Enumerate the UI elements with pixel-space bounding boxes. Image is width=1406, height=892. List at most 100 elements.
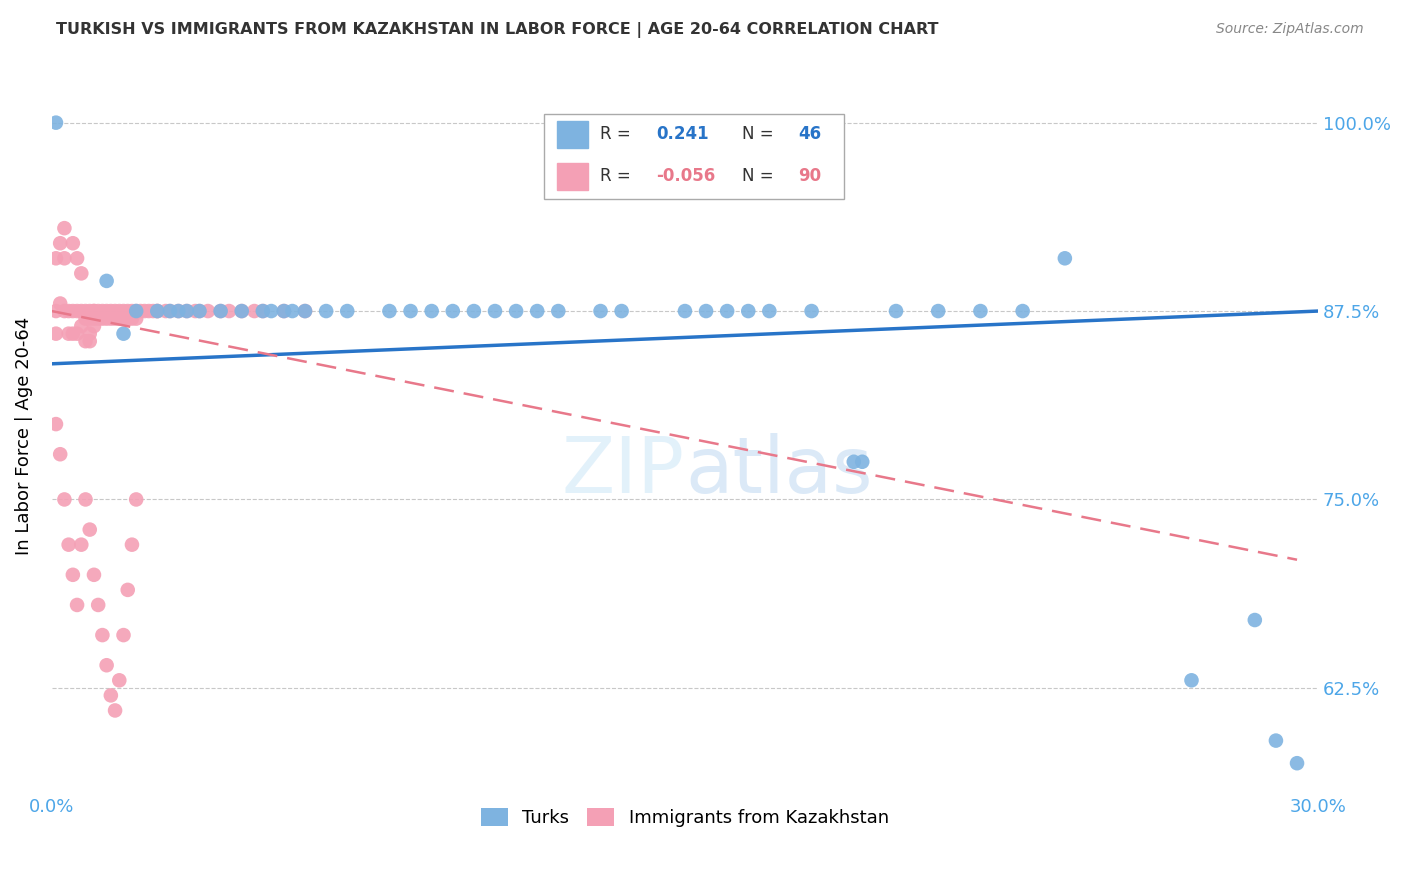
Point (1180, 673, 1202, 688)
Point (138, 304, 160, 318)
Point (167, 304, 190, 318)
Point (125, 304, 148, 318)
Point (96, 304, 118, 318)
Point (243, 304, 266, 318)
Point (188, 304, 211, 318)
Point (91, 304, 114, 318)
Point (1011, 304, 1033, 318)
Point (45, 326, 67, 341)
Point (117, 311, 139, 326)
Text: R =: R = (600, 125, 636, 144)
Point (315, 304, 337, 318)
Point (231, 304, 253, 318)
Point (252, 304, 274, 318)
Point (526, 304, 548, 318)
Point (58, 538, 80, 552)
Point (75, 304, 97, 318)
Text: atlas: atlas (685, 434, 873, 509)
Point (58, 326, 80, 341)
Point (53, 304, 76, 318)
Point (112, 304, 135, 318)
Text: R =: R = (600, 167, 636, 186)
Point (75, 334, 97, 349)
Point (87, 304, 110, 318)
Point (112, 326, 135, 341)
Point (62, 236, 84, 251)
Point (851, 455, 873, 469)
Point (218, 304, 240, 318)
Point (117, 582, 139, 597)
Point (53, 221, 76, 235)
Point (273, 304, 295, 318)
Point (100, 311, 122, 326)
Point (91, 628, 114, 642)
Bar (557, 163, 588, 190)
Text: N =: N = (742, 167, 779, 186)
Point (610, 304, 633, 318)
Point (104, 703, 127, 717)
Point (70, 319, 93, 334)
Point (146, 304, 169, 318)
Text: 0.241: 0.241 (655, 125, 709, 144)
Point (87, 311, 110, 326)
Point (188, 304, 211, 318)
Point (45, 252, 67, 266)
Point (197, 304, 219, 318)
Point (62, 326, 84, 341)
Point (49, 296, 72, 310)
Point (87, 598, 110, 612)
Text: N =: N = (742, 125, 779, 144)
Point (484, 304, 506, 318)
Point (463, 304, 485, 318)
Point (66, 598, 89, 612)
Point (125, 492, 148, 507)
Point (336, 304, 359, 318)
Point (70, 538, 93, 552)
Point (96, 274, 118, 288)
Y-axis label: In Labor Force | Age 20-64: In Labor Force | Age 20-64 (15, 317, 32, 555)
Point (79, 334, 101, 349)
Point (75, 311, 97, 326)
Point (125, 304, 148, 318)
Point (281, 304, 304, 318)
Point (79, 523, 101, 537)
Point (1243, 613, 1265, 627)
Point (842, 455, 865, 469)
Point (159, 304, 181, 318)
Point (62, 567, 84, 582)
Point (83, 567, 105, 582)
Point (121, 311, 143, 326)
Point (53, 252, 76, 266)
Point (45, 304, 67, 318)
Bar (557, 121, 588, 148)
Point (62, 304, 84, 318)
Point (673, 304, 696, 318)
Point (176, 304, 198, 318)
Point (441, 304, 464, 318)
Point (79, 304, 101, 318)
Point (589, 304, 612, 318)
Text: 46: 46 (799, 125, 821, 144)
FancyBboxPatch shape (544, 114, 845, 199)
Point (547, 304, 569, 318)
Point (505, 304, 527, 318)
Point (209, 304, 232, 318)
Point (1264, 733, 1286, 747)
Point (66, 326, 89, 341)
Point (83, 311, 105, 326)
Point (83, 304, 105, 318)
Point (45, 417, 67, 431)
Point (378, 304, 401, 318)
Point (112, 311, 135, 326)
Point (129, 304, 152, 318)
Point (737, 304, 759, 318)
Point (294, 304, 316, 318)
Point (49, 447, 72, 461)
Point (155, 304, 177, 318)
Point (121, 304, 143, 318)
Point (91, 311, 114, 326)
Text: 90: 90 (799, 167, 821, 186)
Point (121, 538, 143, 552)
Text: ZIP: ZIP (562, 434, 685, 509)
Point (159, 304, 181, 318)
